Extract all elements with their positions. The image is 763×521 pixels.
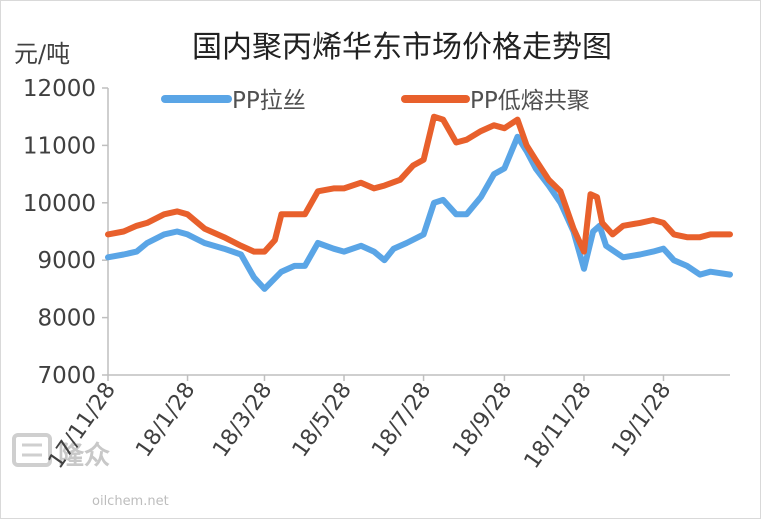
- watermark-logo-text: 隆众: [58, 441, 110, 471]
- series-line-0: [105, 133, 733, 292]
- y-tick-labels: 7000 8000 9000 10000 11000 12000: [23, 76, 96, 389]
- watermark-url: oilchem.net: [92, 494, 169, 509]
- x-tick-label: 18/11/28: [520, 378, 597, 473]
- y-tick-label: 12000: [23, 76, 96, 102]
- x-tick-label: 19/1/28: [607, 378, 676, 462]
- chart-title: 国内聚丙烯华东市场价格走势图: [192, 30, 612, 65]
- y-tick-label: 9000: [37, 248, 96, 274]
- series-lines: [105, 113, 733, 292]
- series-line-1: [105, 113, 733, 255]
- x-tick-labels: 17/11/28 18/1/28 18/3/28 18/5/28 18/7/28 18/9…: [44, 378, 677, 473]
- legend: PP拉丝 PP低熔共聚: [161, 88, 590, 114]
- y-tick-label: 10000: [23, 191, 96, 217]
- legend-label-pp-copolymer: PP低熔共聚: [470, 88, 590, 114]
- watermark-logo-icon: [12, 433, 52, 467]
- oilchem-watermark: 隆众 oilchem.net: [12, 433, 169, 509]
- x-tick-label: 18/9/28: [448, 378, 517, 462]
- y-tick-label: 8000: [37, 306, 96, 332]
- x-tick-label: 18/5/28: [288, 378, 357, 462]
- watermark-logo-mark: [22, 443, 42, 457]
- legend-label-pp-lasi: PP拉丝: [232, 88, 306, 114]
- y-axis-unit: 元/吨: [14, 40, 70, 68]
- x-tick-label: 18/1/28: [131, 378, 200, 462]
- y-tick-label: 7000: [37, 363, 96, 389]
- x-tick-label: 18/3/28: [208, 378, 277, 462]
- y-tick-label: 11000: [23, 133, 96, 159]
- x-tick-label: 18/7/28: [367, 378, 436, 462]
- axes: [102, 87, 730, 381]
